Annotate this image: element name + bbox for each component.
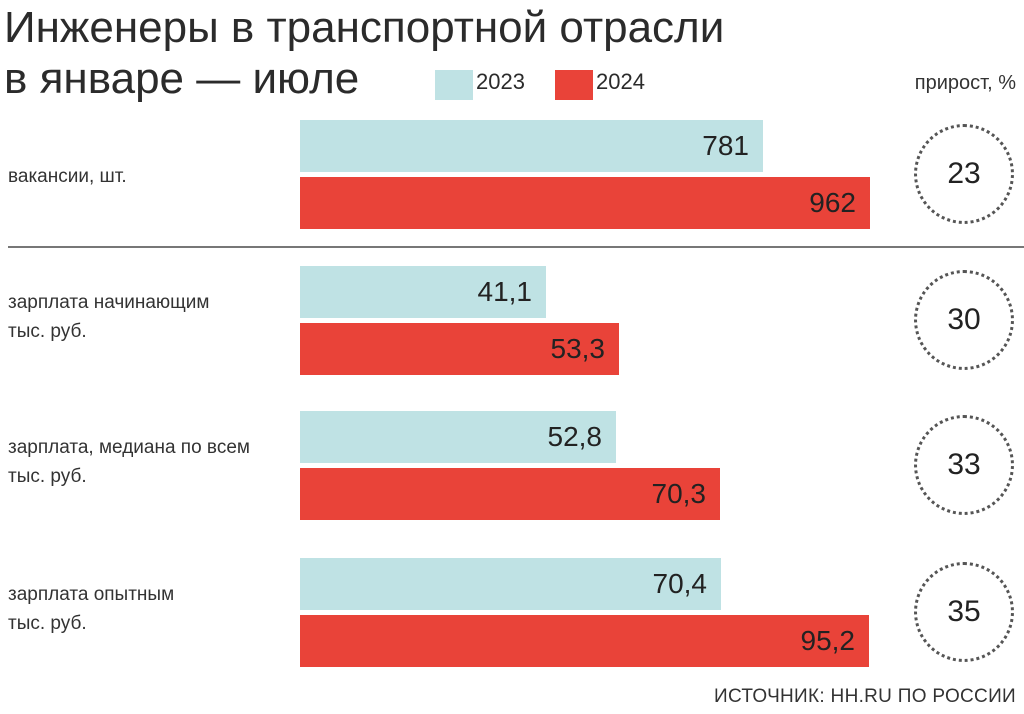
- row-label: вакансии, шт.: [8, 162, 127, 191]
- bar-value-label: 53,3: [550, 333, 606, 364]
- legend-swatch-2024: [555, 70, 593, 100]
- bar-value-label: 41,1: [477, 276, 533, 307]
- row-label-line-2: тыс. руб.: [8, 321, 87, 342]
- growth-circle: 33: [914, 415, 1014, 515]
- row-label: зарплата, медиана по всем тыс. руб.: [8, 433, 250, 491]
- growth-column-header: прирост, %: [914, 72, 1016, 94]
- bar-2024: [300, 323, 619, 375]
- section-divider: [8, 246, 1024, 248]
- bar-value-label: 70,3: [651, 478, 707, 509]
- bar-2024: [300, 468, 720, 520]
- bar-2023: [300, 411, 616, 463]
- growth-circle: 35: [914, 562, 1014, 662]
- row-label-line-1: зарплата, медиана по всем: [8, 437, 250, 458]
- row-label: зарплата начинающим тыс. руб.: [8, 288, 209, 346]
- growth-circle: 30: [914, 270, 1014, 370]
- bar-value-label: 95,2: [800, 625, 856, 656]
- source-note: ИСТОЧНИК: HH.RU ПО РОССИИ: [714, 686, 1016, 707]
- legend-label-2023: 2023: [476, 69, 525, 94]
- chart-title-line-1: Инженеры в транспортной отрасли: [4, 3, 725, 52]
- growth-circle: 23: [914, 124, 1014, 224]
- legend-swatch-2023: [435, 70, 473, 100]
- bar-2023: [300, 266, 546, 318]
- bar-2024: [300, 615, 869, 667]
- chart-title-line-2: в январе — июле: [4, 54, 360, 103]
- bar-value-label: 962: [809, 187, 856, 218]
- row-label-line-2: тыс. руб.: [8, 613, 87, 634]
- row-label-line-2: тыс. руб.: [8, 466, 87, 487]
- row-label: зарплата опытным тыс. руб.: [8, 580, 174, 638]
- row-label-line-1: вакансии, шт.: [8, 166, 127, 187]
- bar-2023: [300, 120, 763, 172]
- bar-2024: [300, 177, 870, 229]
- bar-value-label: 781: [702, 130, 749, 161]
- bar-value-label: 70,4: [652, 568, 708, 599]
- bar-2023: [300, 558, 721, 610]
- legend-label-2024: 2024: [596, 69, 645, 94]
- row-label-line-1: зарплата начинающим: [8, 292, 210, 313]
- bar-value-label: 52,8: [547, 421, 603, 452]
- row-label-line-1: зарплата опытным: [8, 584, 175, 605]
